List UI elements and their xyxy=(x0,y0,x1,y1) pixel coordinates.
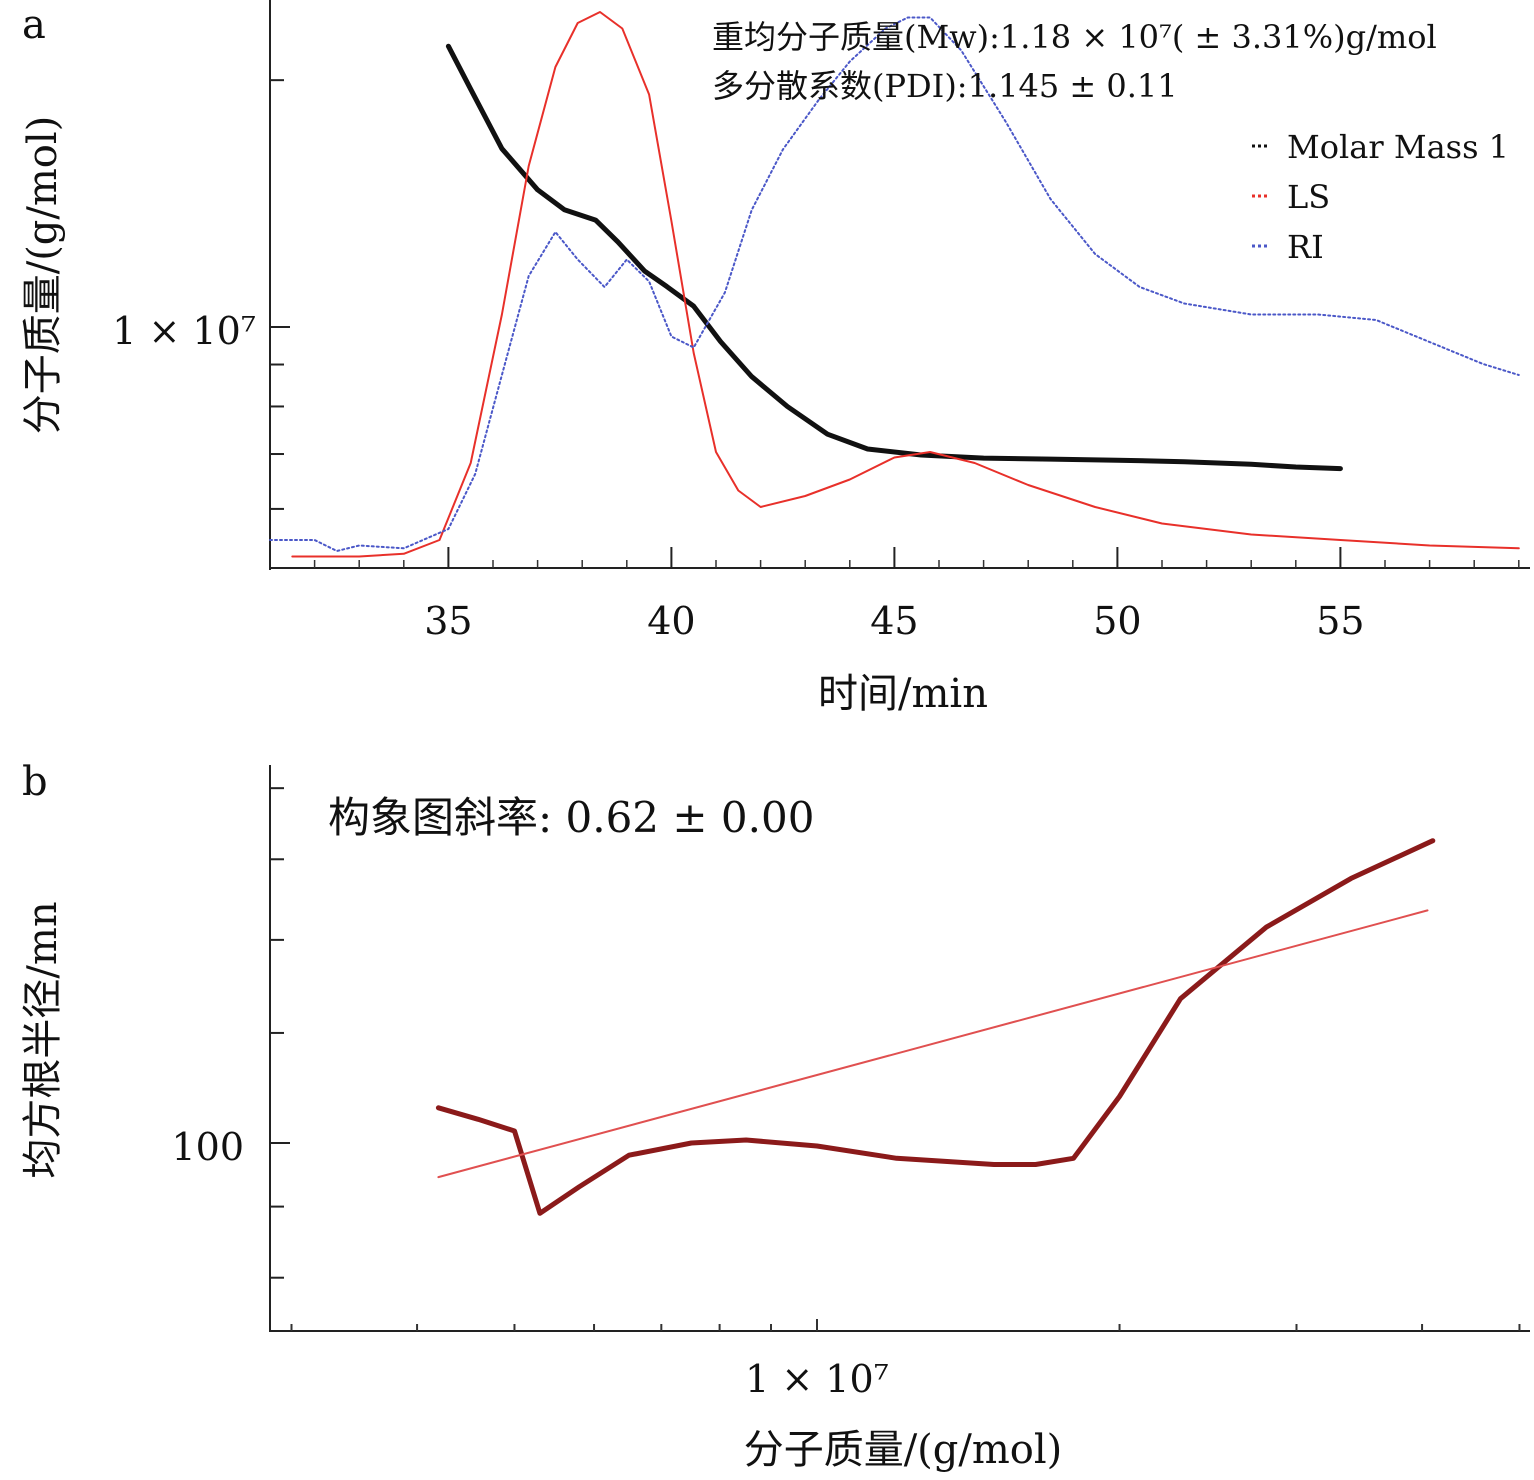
panel-b-ticks xyxy=(270,787,1521,1331)
panel-b-slope-annotation: 构象图斜率: 0.62 ± 0.00 xyxy=(328,793,814,842)
panel-a-mw-annotation: 重均分子质量(Mw):1.18 × 10⁷( ± 3.31%)g/mol xyxy=(712,18,1437,56)
panel-a-legend: Molar Mass 1 LS RI xyxy=(1252,128,1509,266)
panel-a-letter: a xyxy=(22,2,46,48)
panel-a-x-tick-label: 50 xyxy=(1093,599,1141,643)
legend-label-ri: RI xyxy=(1287,228,1324,266)
panel-a-ticks: 35 40 45 50 55 xyxy=(270,79,1520,643)
panel-b-x-tick-label: 1 × 10⁷ xyxy=(745,1357,889,1401)
conformation-fit-line xyxy=(437,909,1429,1179)
panel-a-x-tick-label: 55 xyxy=(1316,599,1364,643)
legend-label-ls: LS xyxy=(1287,178,1330,216)
panel-a-x-axis-title: 时间/min xyxy=(818,671,988,717)
panel-a-y-tick-label: 1 × 10⁷ xyxy=(112,309,256,353)
series-line-ri xyxy=(269,16,1520,552)
panel-a-series xyxy=(269,11,1520,558)
legend-label-molar-mass-1: Molar Mass 1 xyxy=(1287,128,1509,166)
panel-a: a 分子质量/(g/mol) 时间/min 1 × 10⁷ 35 40 45 50 55… xyxy=(20,0,1530,717)
panel-a-pdi-annotation: 多分散系数(PDI):1.145 ± 0.11 xyxy=(712,67,1178,105)
panel-b-series xyxy=(435,838,1436,1216)
series-line-ls xyxy=(291,11,1520,558)
series-line-molar-mass-1 xyxy=(445,43,1343,472)
panel-b: b 均方根半径/mn 分子质量/(g/mol) 100 1 × 10⁷ 构象图斜… xyxy=(20,759,1530,1473)
panel-a-x-tick-label: 40 xyxy=(647,599,695,643)
rms-radius-curve xyxy=(435,838,1436,1216)
panel-b-y-tick-label: 100 xyxy=(171,1125,244,1169)
panel-b-y-axis-title: 均方根半径/mn xyxy=(20,901,66,1178)
panel-b-x-axis-title: 分子质量/(g/mol) xyxy=(744,1427,1063,1473)
panel-a-x-tick-label: 35 xyxy=(424,599,472,643)
panel-a-y-axis-title: 分子质量/(g/mol) xyxy=(20,116,66,435)
panel-a-x-tick-label: 45 xyxy=(870,599,918,643)
panel-b-letter: b xyxy=(22,759,48,805)
